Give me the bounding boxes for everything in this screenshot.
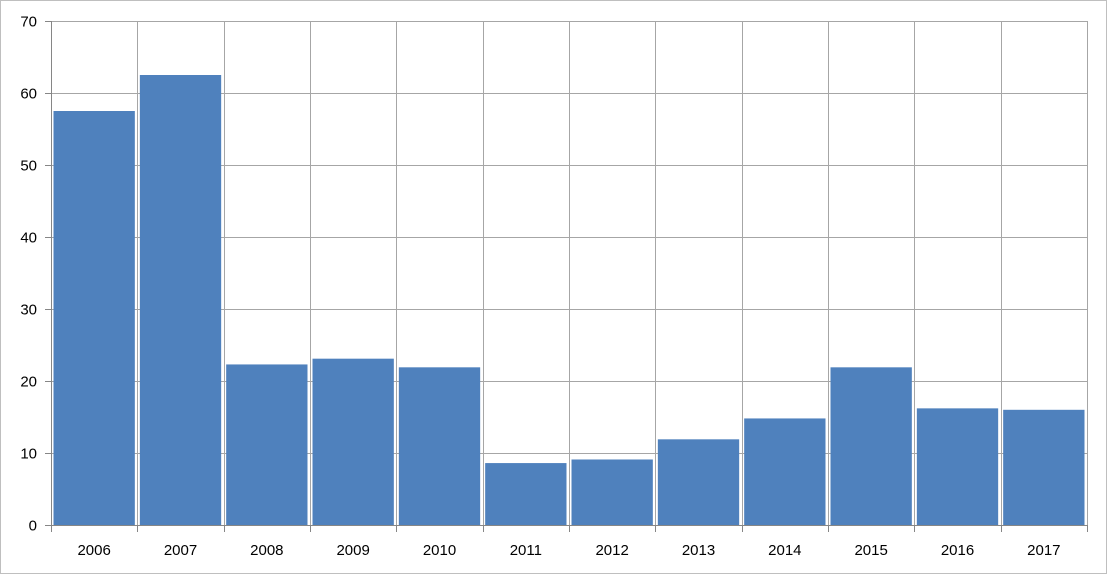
bar-2009 — [312, 358, 394, 525]
x-tick-label: 2014 — [768, 542, 801, 559]
bar-2008 — [226, 364, 308, 525]
bar-2017 — [1003, 409, 1085, 525]
x-tick-label: 2012 — [595, 542, 628, 559]
bar-2010 — [398, 367, 481, 525]
gridlines — [51, 21, 1088, 525]
bar-2016 — [916, 408, 999, 525]
y-tick-label: 60 — [20, 86, 37, 103]
x-tick-label: 2013 — [682, 542, 715, 559]
x-tick-label: 2015 — [854, 542, 887, 559]
bar-2013 — [657, 439, 740, 525]
bar-2014 — [744, 418, 826, 525]
y-tick-label: 70 — [20, 14, 37, 31]
bar-2015 — [830, 367, 912, 525]
x-tick-label: 2017 — [1027, 542, 1060, 559]
bar-2007 — [139, 75, 222, 525]
y-tick-label: 30 — [20, 302, 37, 319]
bar-2012 — [571, 459, 653, 525]
x-tick-label: 2008 — [250, 542, 283, 559]
x-tick-label: 2009 — [336, 542, 369, 559]
y-tick-label: 20 — [20, 374, 37, 391]
y-tick-label: 10 — [20, 446, 37, 463]
x-tick-label: 2016 — [941, 542, 974, 559]
x-tick-label: 2010 — [423, 542, 456, 559]
bar-2011 — [485, 463, 567, 525]
y-tick-label: 50 — [20, 158, 37, 175]
axes — [45, 21, 1088, 532]
y-tick-label: 40 — [20, 230, 37, 247]
x-tick-label: 2006 — [77, 542, 110, 559]
bar-2006 — [53, 111, 135, 525]
bars — [53, 75, 1085, 525]
x-tick-label: 2011 — [510, 542, 542, 559]
tick-labels: 0 10 20 30 40 50 60 70 2006 2007 2008 2009 2010 2011 2… — [20, 14, 1060, 560]
y-tick-label: 0 — [29, 518, 37, 535]
x-tick-label: 2007 — [164, 542, 197, 559]
